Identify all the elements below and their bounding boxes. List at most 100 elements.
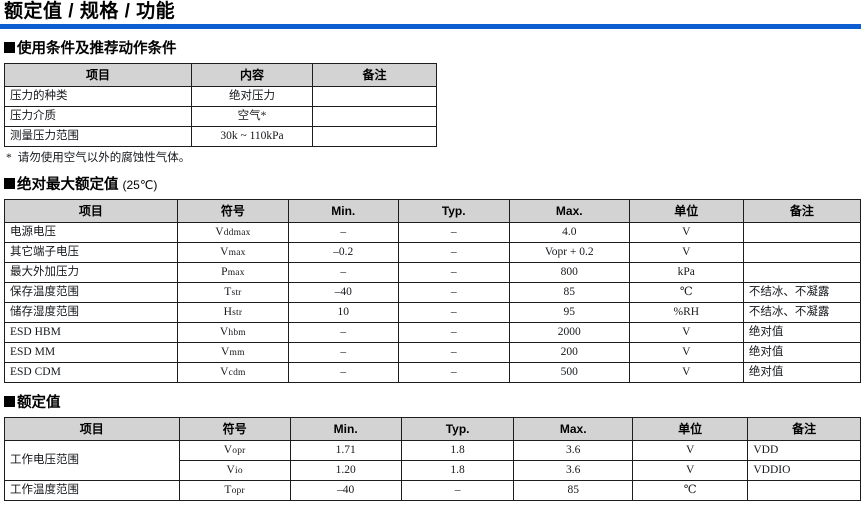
- symbol-main: V: [219, 325, 229, 338]
- cell-remark: 绝对值: [742, 362, 861, 383]
- cell-unit: V: [631, 460, 749, 481]
- symbol-main: V: [215, 225, 224, 238]
- footnote-marker: *: [6, 152, 12, 164]
- cell-symbol: Vmm: [176, 342, 289, 363]
- cell-item: ESD MM: [4, 342, 178, 363]
- cell-symbol: Vopr: [178, 440, 291, 461]
- col-header-item: 项目: [4, 63, 192, 87]
- table-row: 电源电压 Vddmax – –4.0 V: [4, 222, 861, 243]
- abs-max-body: 电源电压 Vddmax – –4.0 V 其它端子电压 Vmax –0.2– Vopr + 0.…: [4, 222, 861, 383]
- cell-typ: –: [397, 242, 510, 263]
- table-row: 压力介质 空气*: [4, 106, 437, 127]
- cell-remark: [312, 86, 437, 107]
- col-header-remark: 备注: [312, 63, 437, 87]
- cell-min: 1.20: [289, 460, 402, 481]
- table-row: 最大外加压力 Pmax – –800 kPa: [4, 262, 861, 283]
- section-heading-ratings: 额定值: [4, 394, 861, 412]
- symbol-main: T: [224, 483, 232, 496]
- cell-max: Vopr + 0.2: [508, 242, 630, 263]
- cell-symbol: Pmax: [176, 262, 289, 283]
- cell-remark: 不结冰、不凝露: [742, 302, 861, 323]
- col-header-max: Max.: [508, 199, 630, 223]
- cell-remark: [742, 262, 861, 283]
- cell-remark: [312, 126, 437, 147]
- cell-content: 空气*: [191, 106, 313, 127]
- symbol-main: V: [226, 463, 235, 476]
- symbol-main: T: [224, 285, 232, 298]
- table-row: 储存湿度范围 Hstr 10–95 %RH 不结冰、不凝露: [4, 302, 861, 323]
- cell-unit: V: [628, 242, 744, 263]
- cell-typ: –: [397, 342, 510, 363]
- cell-item: 压力的种类: [4, 86, 192, 107]
- table-header-row: 项目 符号 Min. Typ. Max. 单位 备注: [4, 199, 861, 223]
- col-header-typ: Typ.: [397, 199, 510, 223]
- cell-item: ESD CDM: [4, 362, 178, 383]
- cell-item: 测量压力范围: [4, 126, 192, 147]
- cell-max: 800: [508, 262, 630, 283]
- col-header-remark: 备注: [747, 417, 861, 441]
- cell-typ: –: [397, 222, 510, 243]
- section3-heading-text: 额定值: [17, 395, 61, 411]
- symbol-main: H: [223, 305, 233, 318]
- cell-remark: VDDIO: [747, 460, 861, 481]
- cell-item: 电源电压: [4, 222, 178, 243]
- table-row: 压力的种类 绝对压力: [4, 86, 437, 107]
- square-bullet-icon: [4, 178, 15, 189]
- table-header-row: 项目 内容 备注: [4, 63, 437, 87]
- cell-symbol: Vddmax: [176, 222, 289, 243]
- cell-max: 85: [513, 480, 633, 501]
- cell-min: –: [287, 322, 399, 343]
- cell-unit: V: [628, 322, 744, 343]
- symbol-subscript: hbm: [228, 327, 246, 338]
- title-divider: [0, 24, 861, 29]
- section-heading-abs-max: 绝对最大额定值 (25℃): [4, 176, 861, 194]
- symbol-subscript: opr: [232, 445, 246, 456]
- cell-item: 压力介质: [4, 106, 192, 127]
- symbol-subscript: io: [234, 465, 243, 476]
- cell-typ: 1.8: [400, 460, 515, 481]
- cell-remark: [742, 242, 861, 263]
- cell-min: –0.2: [287, 242, 399, 263]
- cell-unit: V: [628, 342, 744, 363]
- table-row: 测量压力范围 30k ~ 110kPa: [4, 126, 437, 147]
- cell-typ: –: [397, 302, 510, 323]
- table-row: 工作电压范围 Vopr 1.71 1.8 3.6 V VDD: [4, 440, 861, 481]
- symbol-main: V: [223, 443, 233, 456]
- usage-conditions-table: 项目 内容 备注 压力的种类 绝对压力 压力介质 空气* 测量压力范围 30k …: [4, 63, 437, 147]
- ratings-table: 项目 符号 Min. Typ. Max. 单位 备注 工作电压范围 Vopr 1.7…: [4, 417, 861, 501]
- cell-max: 4.0: [508, 222, 630, 243]
- ratings-body: 工作电压范围 Vopr 1.71 1.8 3.6 V VDD Vio 1.20 1.8 3.6 V VD…: [4, 440, 861, 501]
- col-header-unit: 单位: [631, 417, 749, 441]
- cell-remark: 绝对值: [742, 322, 861, 343]
- cell-min: –40: [287, 282, 399, 303]
- symbol-subscript: str: [231, 287, 242, 298]
- table-row: ESD CDM Vcdm – –500 V 绝对值: [4, 362, 861, 383]
- cell-symbol: Vcdm: [176, 362, 289, 383]
- symbol-main: V: [220, 245, 229, 258]
- cell-remark: 绝对值: [742, 342, 861, 363]
- col-header-item: 项目: [4, 199, 178, 223]
- cell-max: 95: [508, 302, 630, 323]
- cell-unit: ℃: [628, 282, 744, 303]
- table-row: ESD MM Vmm – –200 V 绝对值: [4, 342, 861, 363]
- cell-item: 储存湿度范围: [4, 302, 178, 323]
- cell-typ: –: [400, 480, 515, 501]
- cell-remark: VDD: [747, 440, 861, 461]
- cell-min: –40: [289, 480, 402, 501]
- cell-remark: [312, 106, 437, 127]
- cell-item: 工作温度范围: [4, 480, 180, 501]
- col-header-typ: Typ.: [400, 417, 515, 441]
- col-header-symbol: 符号: [176, 199, 289, 223]
- cell-min: 10: [287, 302, 399, 323]
- col-header-symbol: 符号: [178, 417, 291, 441]
- cell-unit: kPa: [628, 262, 744, 283]
- symbol-subscript: max: [227, 267, 245, 278]
- cell-typ: –: [397, 282, 510, 303]
- cell-remark: [747, 480, 861, 501]
- table-header-row: 项目 符号 Min. Typ. Max. 单位 备注: [4, 417, 861, 441]
- cell-symbol: Vio: [178, 460, 291, 481]
- symbol-subscript: cdm: [228, 367, 246, 378]
- cell-content: 绝对压力: [191, 86, 313, 107]
- cell-typ: 1.8: [400, 440, 515, 461]
